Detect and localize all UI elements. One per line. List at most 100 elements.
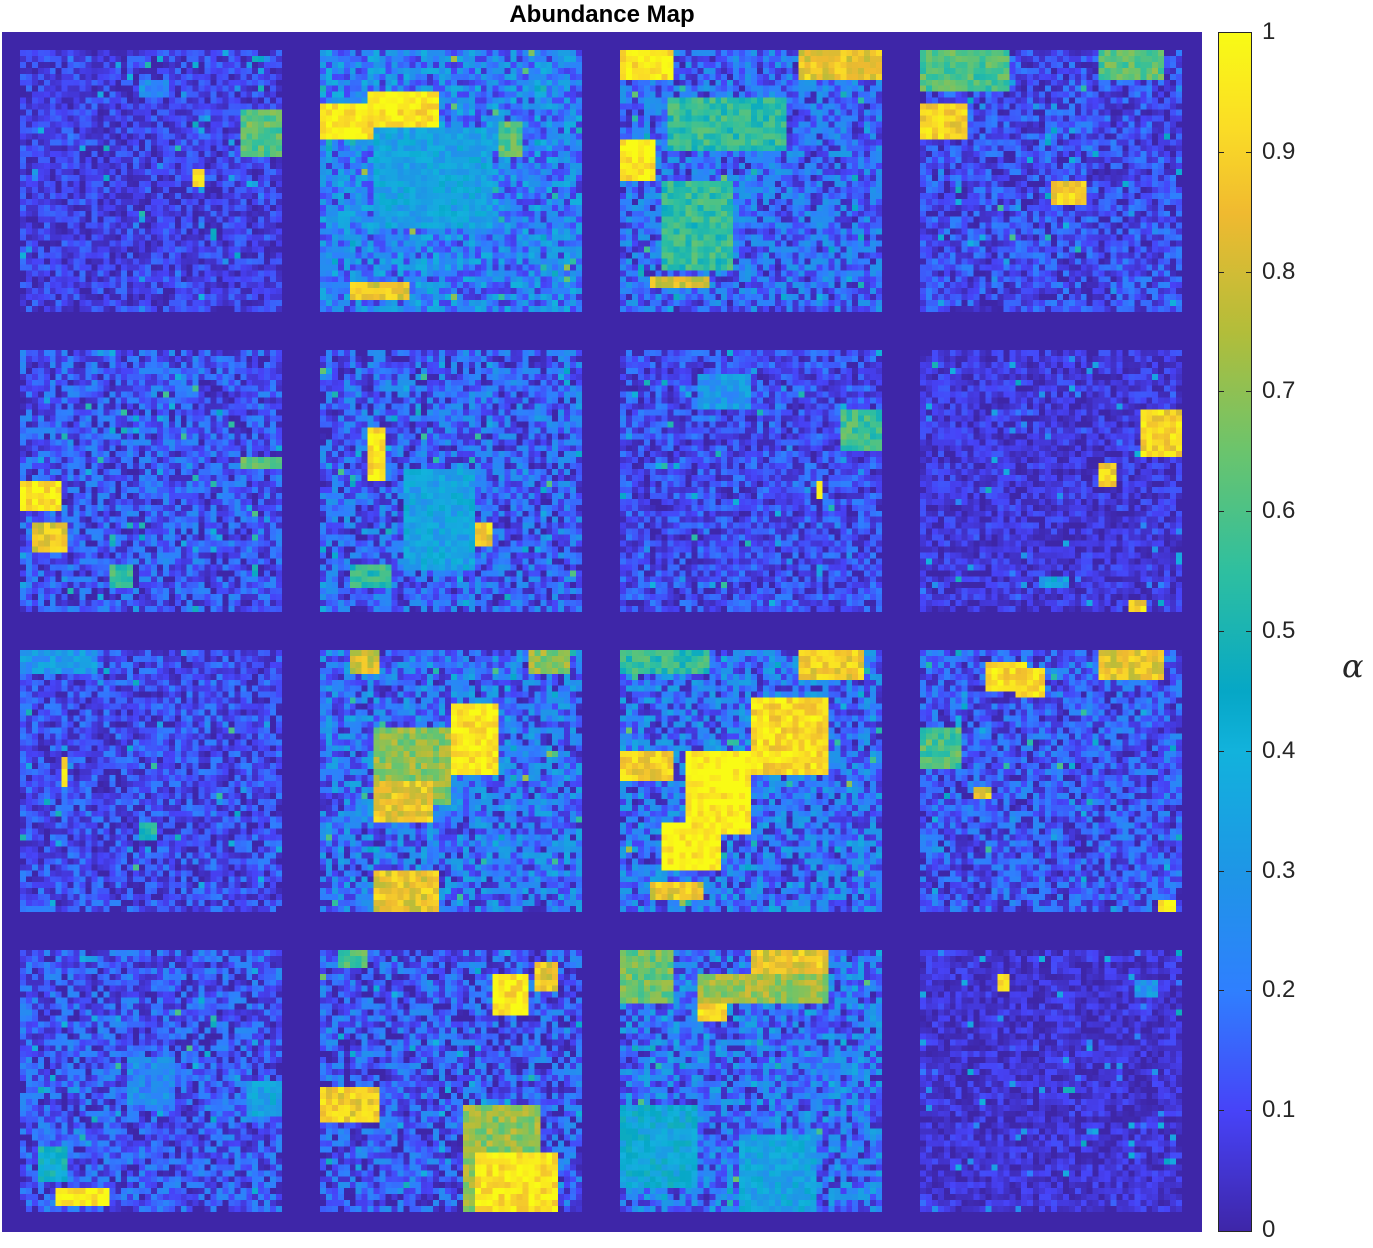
abundance-pixel xyxy=(864,151,871,158)
abundance-pixel xyxy=(222,276,229,283)
abundance-pixel xyxy=(715,169,722,176)
abundance-pixel xyxy=(97,91,104,98)
abundance-pixel xyxy=(427,181,434,188)
abundance-pixel xyxy=(703,157,710,164)
abundance-pixel xyxy=(103,157,110,164)
abundance-pixel xyxy=(180,282,188,289)
abundance-pixel xyxy=(427,127,434,134)
abundance-pixel xyxy=(721,145,728,152)
abundance-pixel xyxy=(667,97,674,104)
abundance-pixel xyxy=(367,55,374,63)
abundance-pixel xyxy=(625,157,633,164)
abundance-pixel xyxy=(216,282,223,289)
abundance-pixel xyxy=(115,186,122,194)
abundance-pixel xyxy=(246,85,253,92)
abundance-pixel xyxy=(649,55,657,63)
abundance-pixel xyxy=(25,85,33,92)
abundance-pixel xyxy=(409,79,416,87)
abundance-pixel xyxy=(139,73,146,81)
abundance-pixel xyxy=(49,133,57,140)
abundance-pixel xyxy=(139,282,146,289)
abundance-pixel xyxy=(349,306,357,312)
abundance-pixel xyxy=(427,55,434,63)
abundance-pixel xyxy=(876,169,882,176)
abundance-pixel xyxy=(643,121,651,128)
abundance-pixel xyxy=(246,97,253,104)
abundance-pixel xyxy=(151,198,158,206)
abundance-pixel xyxy=(240,61,247,69)
abundance-pixel xyxy=(325,109,333,116)
abundance-pixel xyxy=(486,169,493,176)
abundance-pixel xyxy=(276,282,282,289)
abundance-pixel xyxy=(210,300,217,307)
abundance-pixel xyxy=(246,127,253,134)
abundance-pixel xyxy=(349,97,357,104)
abundance-pixel xyxy=(31,228,39,235)
abundance-pixel xyxy=(840,61,847,69)
abundance-pixel xyxy=(558,264,565,271)
abundance-pixel xyxy=(127,79,134,87)
abundance-pixel xyxy=(439,198,446,206)
abundance-pixel xyxy=(661,181,668,188)
abundance-pixel xyxy=(486,145,493,152)
abundance-pixel xyxy=(510,282,517,289)
abundance-pixel xyxy=(858,109,865,116)
abundance-pixel xyxy=(252,109,259,116)
abundance-pixel xyxy=(73,121,80,128)
abundance-pixel xyxy=(534,91,541,98)
abundance-pixel xyxy=(258,222,265,229)
abundance-pixel xyxy=(774,50,782,57)
abundance-pixel xyxy=(192,55,199,63)
abundance-pixel xyxy=(510,157,517,164)
abundance-pixel xyxy=(691,127,698,134)
abundance-pixel xyxy=(343,157,351,164)
abundance-pixel xyxy=(139,186,146,194)
abundance-pixel xyxy=(55,181,62,188)
abundance-pixel xyxy=(625,169,633,176)
abundance-pixel xyxy=(451,222,458,229)
abundance-pixel xyxy=(109,246,116,253)
abundance-pixel xyxy=(373,192,380,200)
abundance-pixel xyxy=(367,300,374,307)
abundance-pixel xyxy=(504,121,511,128)
abundance-pixel xyxy=(222,294,229,301)
abundance-pixel xyxy=(620,79,627,87)
abundance-pixel xyxy=(762,85,770,92)
abundance-pixel xyxy=(320,222,327,229)
abundance-pixel xyxy=(840,115,847,122)
abundance-pixel xyxy=(462,121,470,128)
abundance-pixel xyxy=(433,139,440,146)
abundance-pixel xyxy=(409,163,416,170)
abundance-pixel xyxy=(786,175,793,182)
abundance-pixel xyxy=(876,139,882,146)
abundance-pixel xyxy=(43,198,51,206)
abundance-pixel xyxy=(97,210,104,218)
abundance-pixel xyxy=(721,192,728,200)
abundance-pixel xyxy=(325,121,333,128)
abundance-pixel xyxy=(451,157,458,164)
abundance-pixel xyxy=(391,145,398,152)
abundance-pixel xyxy=(361,157,368,164)
abundance-pixel xyxy=(264,163,271,170)
abundance-pixel xyxy=(620,115,627,122)
abundance-pixel xyxy=(822,73,829,81)
abundance-pixel xyxy=(31,79,39,87)
abundance-pixel xyxy=(576,145,582,152)
abundance-pixel xyxy=(20,127,27,134)
abundance-pixel xyxy=(528,109,535,116)
abundance-pixel xyxy=(798,163,805,170)
abundance-pixel xyxy=(73,97,80,104)
abundance-pixel xyxy=(240,67,247,75)
abundance-pixel xyxy=(564,163,571,170)
abundance-pixel xyxy=(240,264,247,271)
abundance-pixel xyxy=(240,258,247,265)
abundance-pixel xyxy=(379,157,386,164)
abundance-pixel xyxy=(210,133,217,140)
abundance-pixel xyxy=(715,192,722,200)
abundance-pixel xyxy=(204,157,211,164)
abundance-pixel xyxy=(864,97,871,104)
abundance-pixel xyxy=(780,175,788,182)
abundance-pixel xyxy=(85,79,92,87)
abundance-pixel xyxy=(409,139,416,146)
abundance-pixel xyxy=(180,270,188,277)
